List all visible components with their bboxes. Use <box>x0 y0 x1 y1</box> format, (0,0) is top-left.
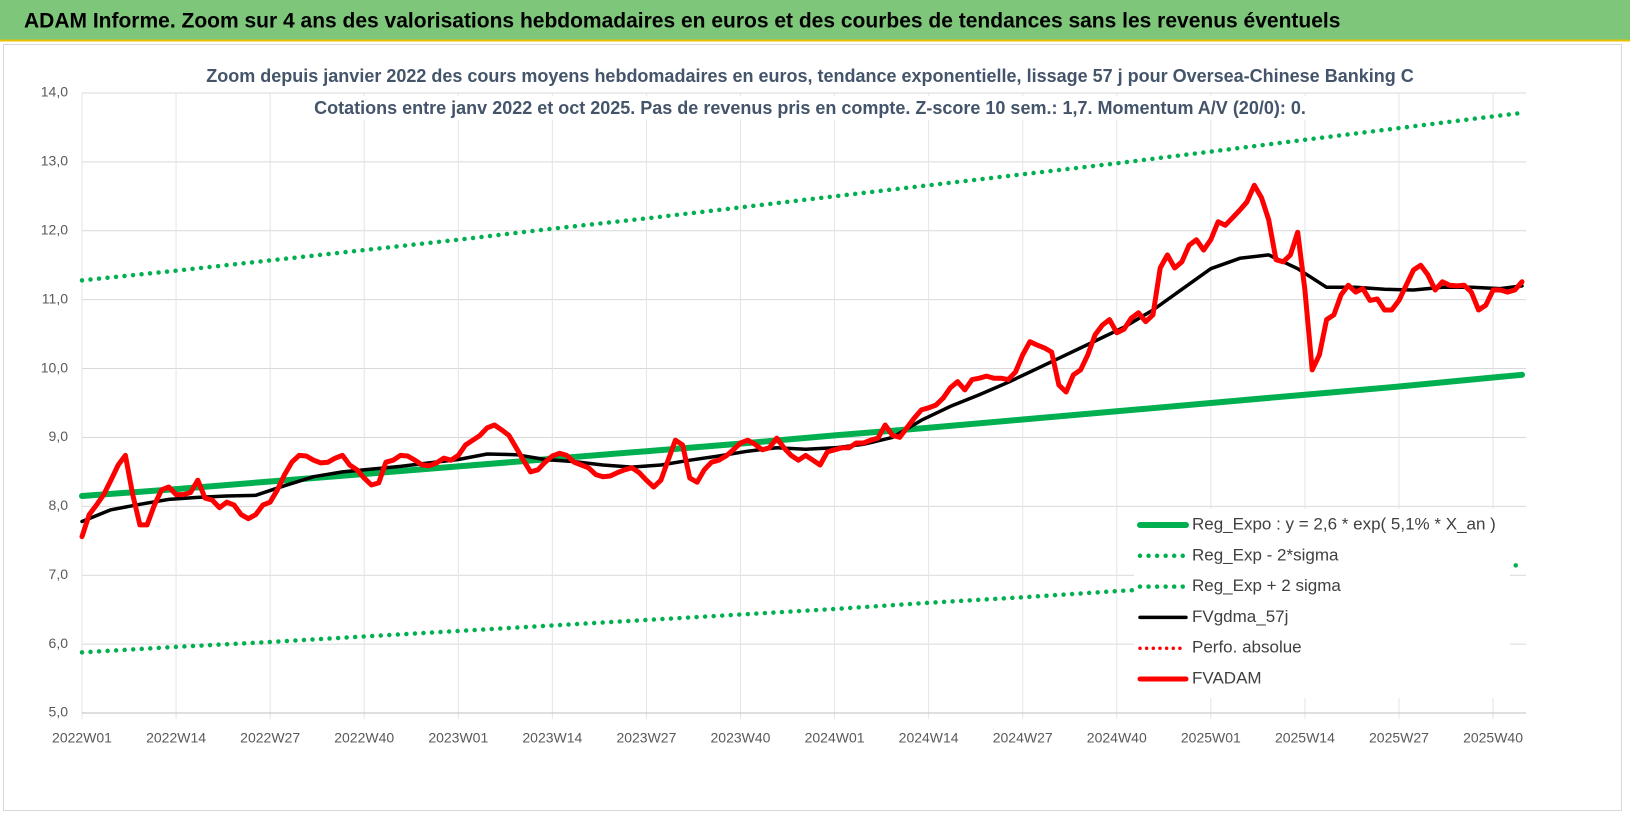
y-tick-label: 13,0 <box>41 153 68 169</box>
series-line <box>80 253 1524 524</box>
x-tick-label: 2022W14 <box>146 730 206 746</box>
x-tick-label: 2022W40 <box>334 730 394 746</box>
x-tick-label: 2023W01 <box>428 730 488 746</box>
series-line <box>79 371 1525 499</box>
y-tick-label: 7,0 <box>49 566 69 582</box>
x-tick-label: 2025W01 <box>1181 730 1241 746</box>
legend-label: FVADAM <box>1192 668 1262 687</box>
x-tick-label: 2024W40 <box>1087 730 1147 746</box>
legend-box <box>1134 509 1510 698</box>
y-tick-label: 14,0 <box>41 84 68 100</box>
legend-label: Reg_Expo : y = 2,6 * exp( 5,1% * X_an ) <box>1192 514 1496 533</box>
x-tick-label: 2023W27 <box>616 730 676 746</box>
title-backing <box>310 95 1310 120</box>
x-tick-label: 2024W01 <box>805 730 865 746</box>
x-tick-label: 2023W40 <box>711 730 771 746</box>
y-tick-label: 12,0 <box>41 221 68 237</box>
page-title: ADAM Informe. Zoom sur 4 ans des valoris… <box>24 10 1340 33</box>
x-tick-label: 2023W14 <box>522 730 582 746</box>
chart-title: Zoom depuis janvier 2022 des cours moyen… <box>206 66 1413 86</box>
y-tick-label: 8,0 <box>49 497 69 513</box>
y-tick-label: 6,0 <box>49 635 69 651</box>
x-tick-label: 2022W01 <box>52 730 112 746</box>
x-tick-label: 2025W40 <box>1463 730 1523 746</box>
legend-label: FVgdma_57j <box>1192 607 1288 626</box>
x-tick-label: 2024W14 <box>899 730 959 746</box>
y-tick-label: 11,0 <box>42 290 68 306</box>
title-backing <box>202 63 1418 88</box>
chart-subtitle: Cotations entre janv 2022 et oct 2025. P… <box>314 98 1306 118</box>
series-line <box>79 182 1525 540</box>
x-tick-label: 2022W27 <box>240 730 300 746</box>
x-tick-label: 2025W14 <box>1275 730 1335 746</box>
legend-label: Perfo. absolue <box>1192 638 1302 657</box>
legend-label: Reg_Exp + 2 sigma <box>1192 576 1341 595</box>
x-tick-label: 2024W27 <box>993 730 1053 746</box>
y-tick-label: 10,0 <box>41 359 68 375</box>
y-tick-label: 5,0 <box>49 704 69 720</box>
y-tick-label: 9,0 <box>49 428 69 444</box>
x-tick-label: 2025W27 <box>1369 730 1429 746</box>
title-banner <box>0 0 1630 40</box>
legend-label: Reg_Exp - 2*sigma <box>1192 545 1339 564</box>
